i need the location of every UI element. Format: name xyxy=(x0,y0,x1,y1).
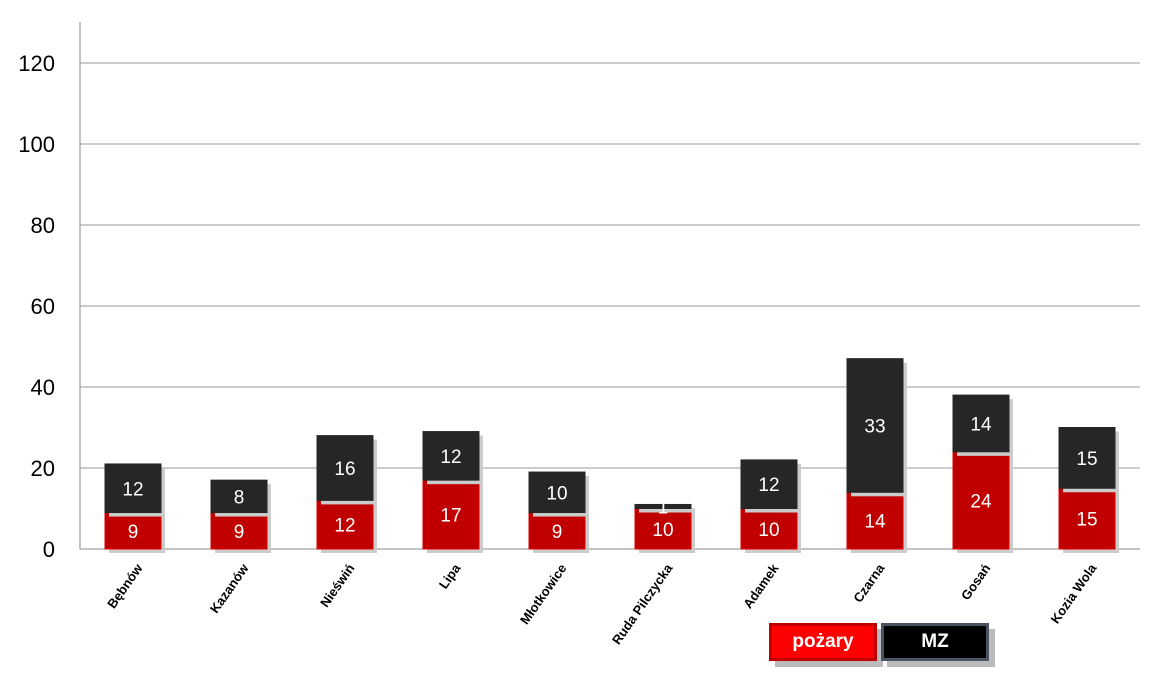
y-tick-label: 100 xyxy=(18,132,55,157)
bar-mz xyxy=(740,459,798,509)
y-tick-label: 80 xyxy=(31,213,55,238)
bar-mz xyxy=(846,358,904,493)
data-label: 10 xyxy=(546,483,567,504)
data-label: 8 xyxy=(234,487,245,508)
data-label: 33 xyxy=(864,416,885,437)
bar-mz xyxy=(634,503,692,510)
legend: pożary MZ xyxy=(769,623,989,661)
bar-mz xyxy=(528,471,586,514)
bar-pozary xyxy=(422,479,480,550)
data-label: 9 xyxy=(128,522,139,543)
y-tick-label: 20 xyxy=(31,456,55,481)
bar-pozary xyxy=(104,512,162,550)
bar-pozary xyxy=(316,499,374,550)
x-tick-label: Adamek xyxy=(740,560,782,611)
bar-pozary xyxy=(740,508,798,550)
data-label: 9 xyxy=(234,522,245,543)
data-label: 24 xyxy=(970,491,992,512)
data-label: 10 xyxy=(652,520,673,541)
bar-pozary xyxy=(634,508,692,550)
bar-mz xyxy=(316,435,374,501)
data-label: 12 xyxy=(440,447,461,468)
x-tick-label: Czarna xyxy=(850,560,888,605)
bar-mz xyxy=(104,463,162,514)
y-tick-label: 120 xyxy=(18,51,55,76)
data-label: 12 xyxy=(122,479,143,500)
bar-mz xyxy=(952,394,1010,453)
y-tick-label: 60 xyxy=(31,294,55,319)
bar-pozary xyxy=(1058,487,1116,550)
bar-mz xyxy=(210,479,268,514)
y-tick-label: 0 xyxy=(43,537,55,562)
bar-pozary xyxy=(846,491,904,550)
x-tick-label: Lipa xyxy=(436,560,464,591)
data-label: 14 xyxy=(970,414,992,435)
bar-mz xyxy=(422,431,480,481)
x-tick-label: Ruda Pilczycka xyxy=(609,560,676,647)
x-tick-label: Gosań xyxy=(958,561,994,603)
x-tick-label: Kazanów xyxy=(207,560,252,615)
x-tick-label: Młotkowice xyxy=(517,561,569,627)
bar-pozary xyxy=(210,512,268,550)
data-label: 14 xyxy=(864,512,886,533)
legend-item-pozary: pożary xyxy=(769,623,877,661)
data-label: 12 xyxy=(334,516,355,537)
bar-shadow xyxy=(639,508,695,513)
data-label: 15 xyxy=(1076,449,1097,470)
data-label: 9 xyxy=(552,522,563,543)
data-label: 12 xyxy=(758,475,779,496)
x-tick-label: Nieświń xyxy=(317,561,357,610)
data-label: 15 xyxy=(1076,510,1097,531)
bar-mz xyxy=(1058,427,1116,489)
bar-pozary xyxy=(952,451,1010,550)
data-label: 17 xyxy=(440,506,461,527)
legend-item-mz: MZ xyxy=(881,623,989,661)
data-label: 1 xyxy=(658,497,669,518)
x-tick-label: Kozia Wola xyxy=(1048,560,1100,626)
bar-pozary xyxy=(528,512,586,550)
x-tick-label: Bębnów xyxy=(104,560,146,611)
data-label: 10 xyxy=(758,520,779,541)
y-tick-label: 40 xyxy=(31,375,55,400)
data-label: 16 xyxy=(334,459,355,480)
